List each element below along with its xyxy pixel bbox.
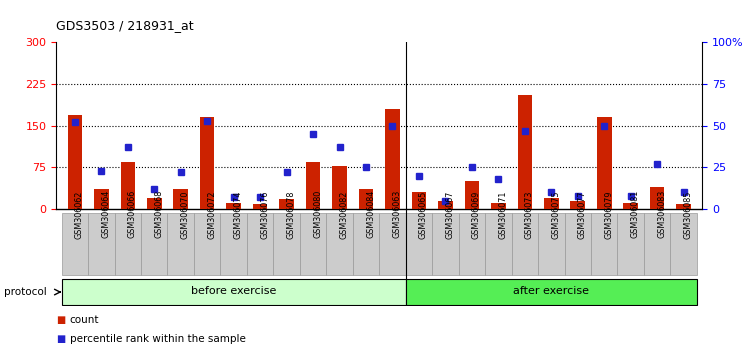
Bar: [438, 200, 453, 209]
Text: GSM306082: GSM306082: [339, 190, 348, 239]
Bar: [432, 213, 459, 275]
Text: GSM306078: GSM306078: [287, 190, 296, 239]
Bar: [597, 118, 611, 209]
Bar: [406, 279, 697, 305]
Bar: [327, 213, 353, 275]
Text: GSM306072: GSM306072: [207, 190, 216, 239]
Bar: [677, 204, 691, 209]
Bar: [465, 181, 479, 209]
Bar: [565, 213, 591, 275]
Bar: [306, 162, 321, 209]
Text: GSM306076: GSM306076: [260, 190, 269, 239]
Text: GSM306083: GSM306083: [657, 190, 666, 239]
Text: GSM306071: GSM306071: [499, 190, 508, 239]
Bar: [650, 187, 665, 209]
Text: GSM306063: GSM306063: [393, 190, 402, 239]
Bar: [412, 192, 427, 209]
Bar: [353, 213, 379, 275]
Bar: [332, 166, 347, 209]
Bar: [120, 162, 135, 209]
Text: before exercise: before exercise: [191, 286, 276, 297]
Text: protocol: protocol: [4, 287, 47, 297]
Bar: [623, 203, 638, 209]
Bar: [68, 115, 82, 209]
Bar: [173, 189, 188, 209]
Bar: [517, 95, 532, 209]
Bar: [406, 213, 432, 275]
Text: GSM306064: GSM306064: [101, 190, 110, 239]
Bar: [544, 198, 559, 209]
Text: GSM306079: GSM306079: [605, 190, 614, 239]
Bar: [247, 213, 273, 275]
Text: GSM306074: GSM306074: [234, 190, 243, 239]
Text: GSM306077: GSM306077: [578, 190, 587, 239]
Text: GSM306067: GSM306067: [445, 190, 454, 239]
Bar: [115, 213, 141, 275]
Bar: [221, 213, 247, 275]
Text: GSM306062: GSM306062: [75, 190, 84, 239]
Bar: [538, 213, 565, 275]
Bar: [167, 213, 194, 275]
Text: GSM306080: GSM306080: [313, 190, 322, 239]
Bar: [511, 213, 538, 275]
Bar: [379, 213, 406, 275]
Bar: [385, 109, 400, 209]
Text: GSM306070: GSM306070: [181, 190, 190, 239]
Bar: [273, 213, 300, 275]
Bar: [279, 199, 294, 209]
Text: percentile rank within the sample: percentile rank within the sample: [70, 334, 246, 344]
Text: GSM306085: GSM306085: [683, 190, 692, 239]
Bar: [644, 213, 671, 275]
Bar: [485, 213, 511, 275]
Text: GDS3503 / 218931_at: GDS3503 / 218931_at: [56, 19, 194, 32]
Bar: [459, 213, 485, 275]
Bar: [147, 198, 161, 209]
Text: GSM306065: GSM306065: [419, 190, 428, 239]
Text: GSM306066: GSM306066: [128, 190, 137, 239]
Bar: [617, 213, 644, 275]
Text: count: count: [70, 315, 99, 325]
Text: GSM306084: GSM306084: [366, 190, 375, 239]
Text: GSM306075: GSM306075: [551, 190, 560, 239]
Text: GSM306069: GSM306069: [472, 190, 481, 239]
Bar: [571, 200, 585, 209]
Bar: [200, 118, 215, 209]
Bar: [141, 213, 167, 275]
Bar: [226, 203, 241, 209]
Text: ■: ■: [56, 334, 65, 344]
Bar: [491, 203, 505, 209]
Text: GSM306081: GSM306081: [631, 190, 640, 239]
Text: GSM306068: GSM306068: [154, 190, 163, 239]
Bar: [671, 213, 697, 275]
Bar: [253, 204, 267, 209]
Bar: [62, 213, 88, 275]
Bar: [194, 213, 221, 275]
Bar: [62, 279, 406, 305]
Text: ■: ■: [56, 315, 65, 325]
Bar: [94, 189, 109, 209]
Text: GSM306073: GSM306073: [525, 190, 534, 239]
Bar: [300, 213, 327, 275]
Bar: [359, 189, 373, 209]
Bar: [591, 213, 617, 275]
Bar: [88, 213, 115, 275]
Text: after exercise: after exercise: [513, 286, 590, 297]
